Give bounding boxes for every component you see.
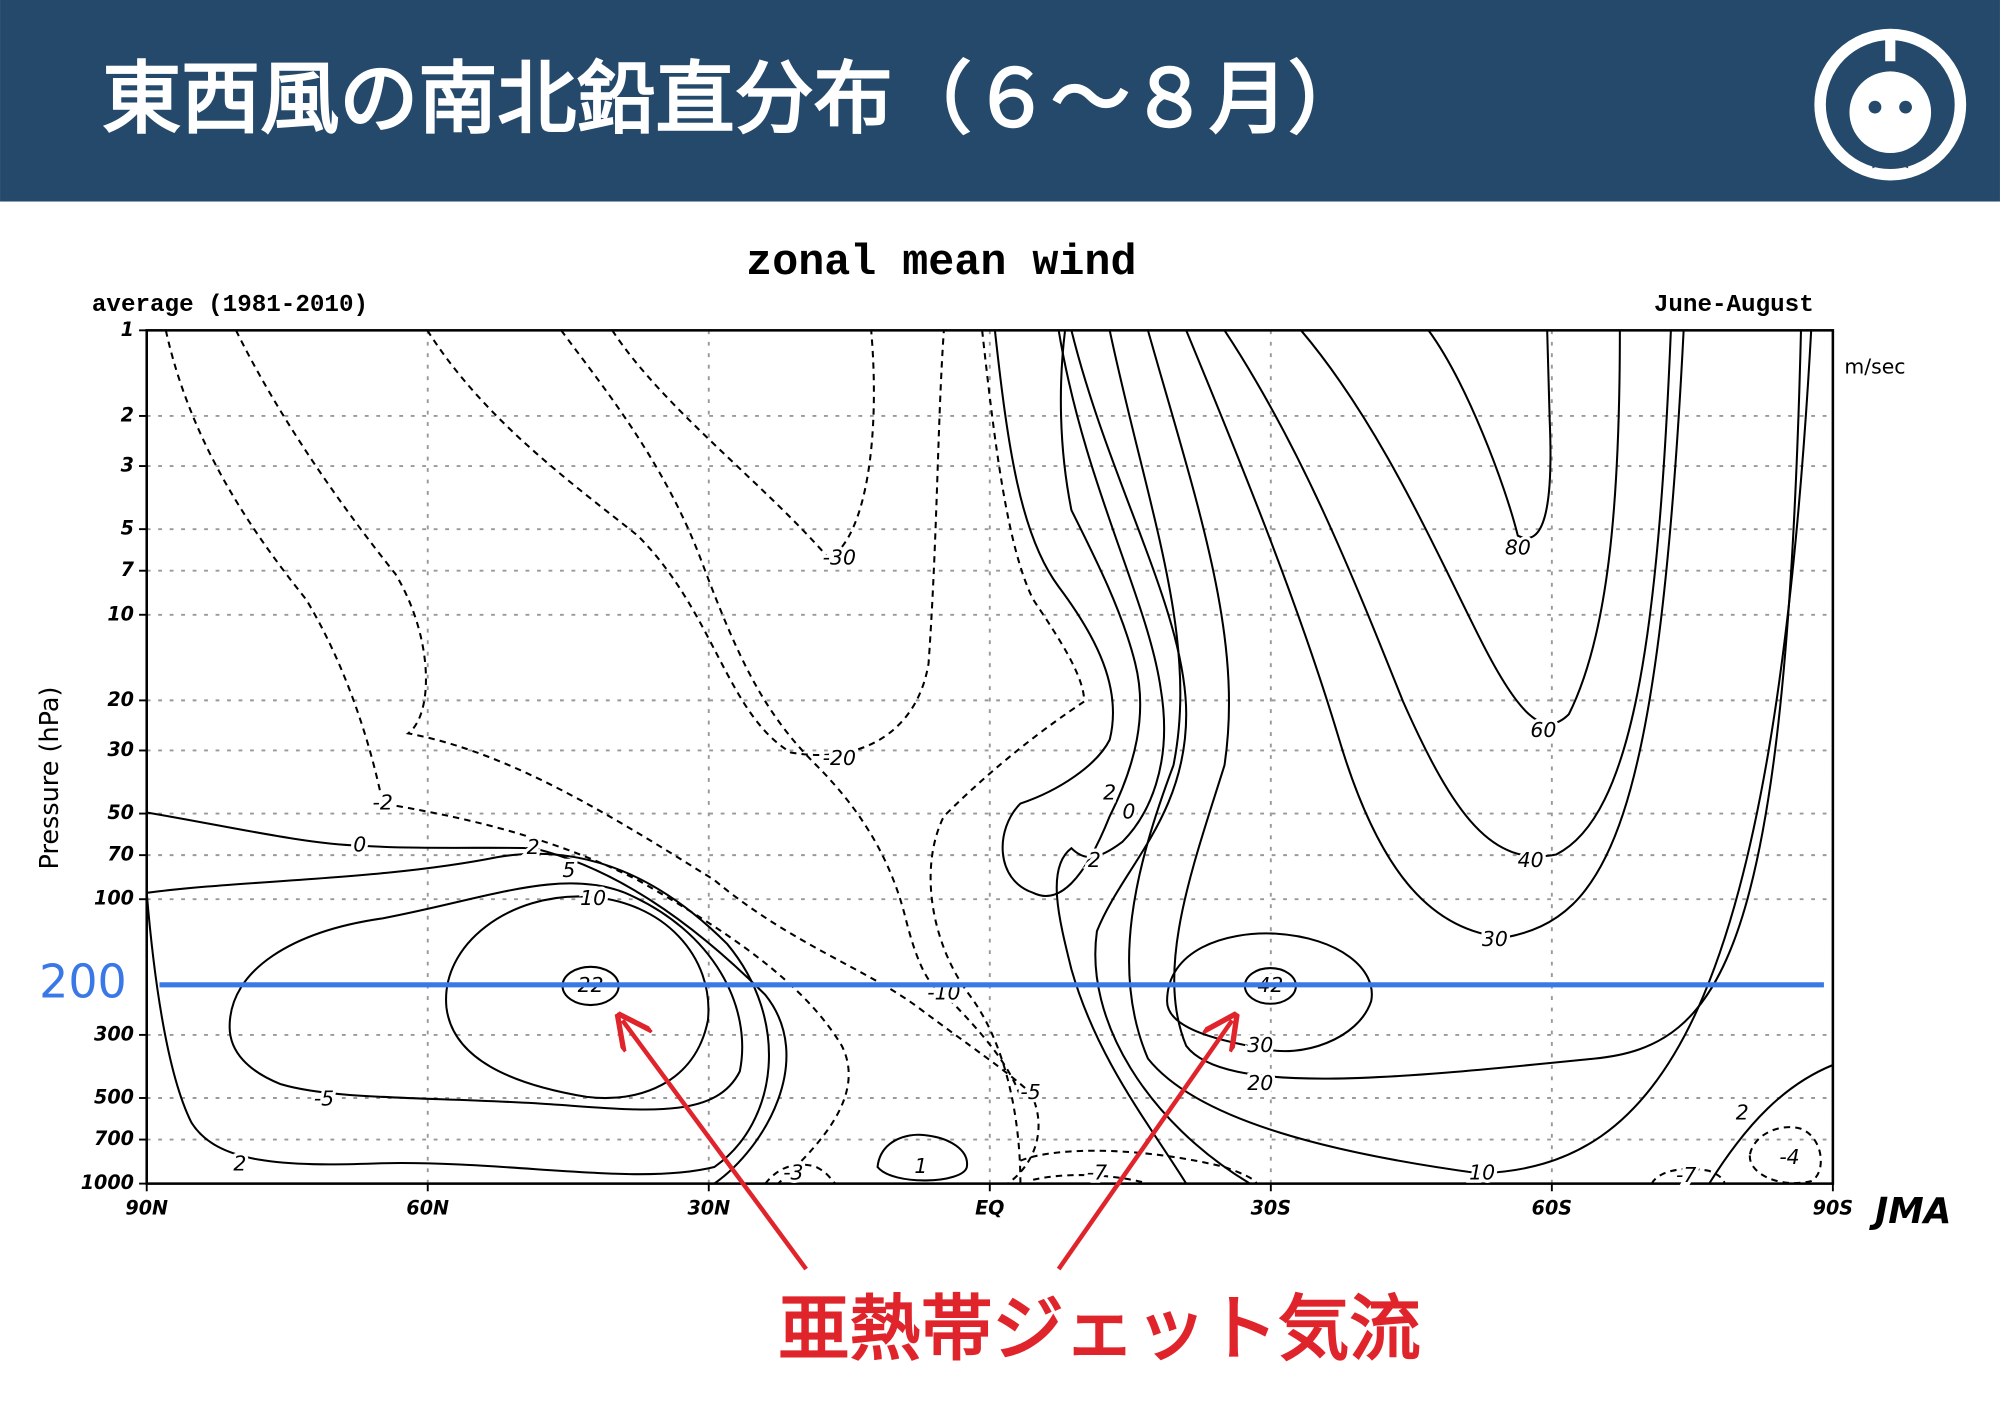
y-tick-label: 1 — [121, 318, 134, 341]
contour-label: 1 — [914, 1154, 927, 1178]
y-tick-label: 7 — [121, 558, 135, 581]
contour-label: 2 — [1736, 1100, 1749, 1124]
contour-label: 40 — [1518, 848, 1544, 872]
reference-label: 200 — [39, 954, 127, 1008]
y-tick-label: 500 — [94, 1086, 134, 1109]
x-tick-label: 90S — [1813, 1197, 1853, 1220]
x-tick-label: 30N — [687, 1197, 730, 1220]
contour-line — [993, 330, 1142, 898]
contour-label: -2 — [373, 791, 393, 815]
y-tick-label: 70 — [107, 843, 134, 866]
contour-line — [611, 329, 875, 560]
contour-line — [1020, 1149, 1258, 1185]
contour-line — [164, 330, 850, 1185]
contour-label: 2 — [1103, 780, 1116, 804]
x-tick-label: EQ — [975, 1197, 1004, 1220]
contour-label: 20 — [1247, 1071, 1273, 1095]
chart-subtitle-right: June-August — [1654, 292, 1814, 319]
contour-label: -3 — [783, 1160, 803, 1184]
contour-line — [1748, 1126, 1822, 1185]
contour-label: -7 — [1676, 1163, 1696, 1187]
annotation-arrow — [1056, 1020, 1232, 1271]
contour-line — [1055, 330, 1188, 1185]
contour-label: -30 — [823, 546, 856, 570]
contour-line — [1185, 329, 1685, 939]
contour-label: -20 — [823, 746, 856, 770]
y-tick-label: 1000 — [81, 1171, 134, 1194]
y-axis-label: Pressure (hPa) — [35, 687, 65, 870]
x-tick-label: 90N — [125, 1197, 168, 1220]
contour-line — [1108, 330, 1813, 1175]
y-tick-label: 5 — [121, 517, 134, 540]
contour-label: 80 — [1505, 535, 1531, 559]
y-tick-label: 100 — [94, 887, 134, 910]
contour-label: 10 — [1469, 1160, 1495, 1184]
contour-label: 0 — [1122, 799, 1135, 823]
y-tick-label: 700 — [94, 1127, 134, 1150]
contour-line — [560, 329, 1022, 1098]
contour-line — [764, 1163, 837, 1185]
contour-label: -4 — [1779, 1145, 1799, 1169]
header-bar — [0, 0, 2000, 202]
y-tick-label: 10 — [107, 602, 134, 625]
plot-frame — [145, 329, 1835, 1185]
contour-line — [445, 895, 710, 1100]
contour-label: 0 — [353, 833, 366, 857]
contour-label: 2 — [233, 1151, 246, 1175]
chart-subtitle-left: average (1981-2010) — [92, 292, 368, 319]
contour-label: -5 — [1020, 1080, 1040, 1104]
contour-line — [1146, 330, 1803, 1080]
contour-line — [1300, 329, 1621, 725]
x-tick-label: 60S — [1532, 1197, 1572, 1220]
y-tick-label: 2 — [121, 403, 134, 426]
contour-line — [1223, 329, 1672, 858]
y-tick-label: 300 — [94, 1022, 134, 1045]
y-tick-label: 50 — [107, 801, 134, 824]
contour-line — [1708, 1064, 1834, 1185]
contour-label: 2 — [527, 835, 540, 859]
annotation-arrow — [622, 1020, 808, 1271]
y-tick-label: 3 — [121, 454, 134, 477]
x-tick-label: 30S — [1251, 1197, 1291, 1220]
contour-label: 2 — [1088, 848, 1101, 872]
contour-line — [235, 329, 1040, 1185]
contour-label: 5 — [562, 858, 575, 882]
header-title: 東西風の南北鉛直分布（６〜８月） — [102, 53, 1367, 145]
logo — [1814, 28, 1967, 181]
chart-title: zonal mean wind — [746, 239, 1136, 288]
y-tick-label: 20 — [107, 688, 134, 711]
contour-label: -7 — [1087, 1160, 1107, 1184]
contour-label: -5 — [314, 1086, 334, 1110]
contour-line — [228, 882, 744, 1111]
unit-label: m/sec — [1844, 354, 1905, 378]
contour-label: 30 — [1247, 1033, 1273, 1057]
annotation: 亜熱帯ジェット気流 — [778, 1288, 1421, 1371]
contour-line — [1427, 329, 1552, 539]
contour-line — [426, 329, 945, 756]
contour-label: 60 — [1530, 718, 1556, 742]
contour-line — [876, 1133, 968, 1182]
contour-line — [145, 852, 770, 1176]
source-label: JMA — [1869, 1191, 1951, 1232]
contour-label: 30 — [1482, 927, 1508, 951]
x-tick-label: 60N — [406, 1197, 449, 1220]
contour-line — [929, 330, 1086, 1184]
contour-line — [146, 811, 788, 1185]
contour-label: 10 — [580, 886, 606, 910]
y-tick-label: 30 — [107, 738, 134, 761]
contour-line — [1650, 1167, 1726, 1185]
contour-line — [1070, 330, 1251, 1185]
